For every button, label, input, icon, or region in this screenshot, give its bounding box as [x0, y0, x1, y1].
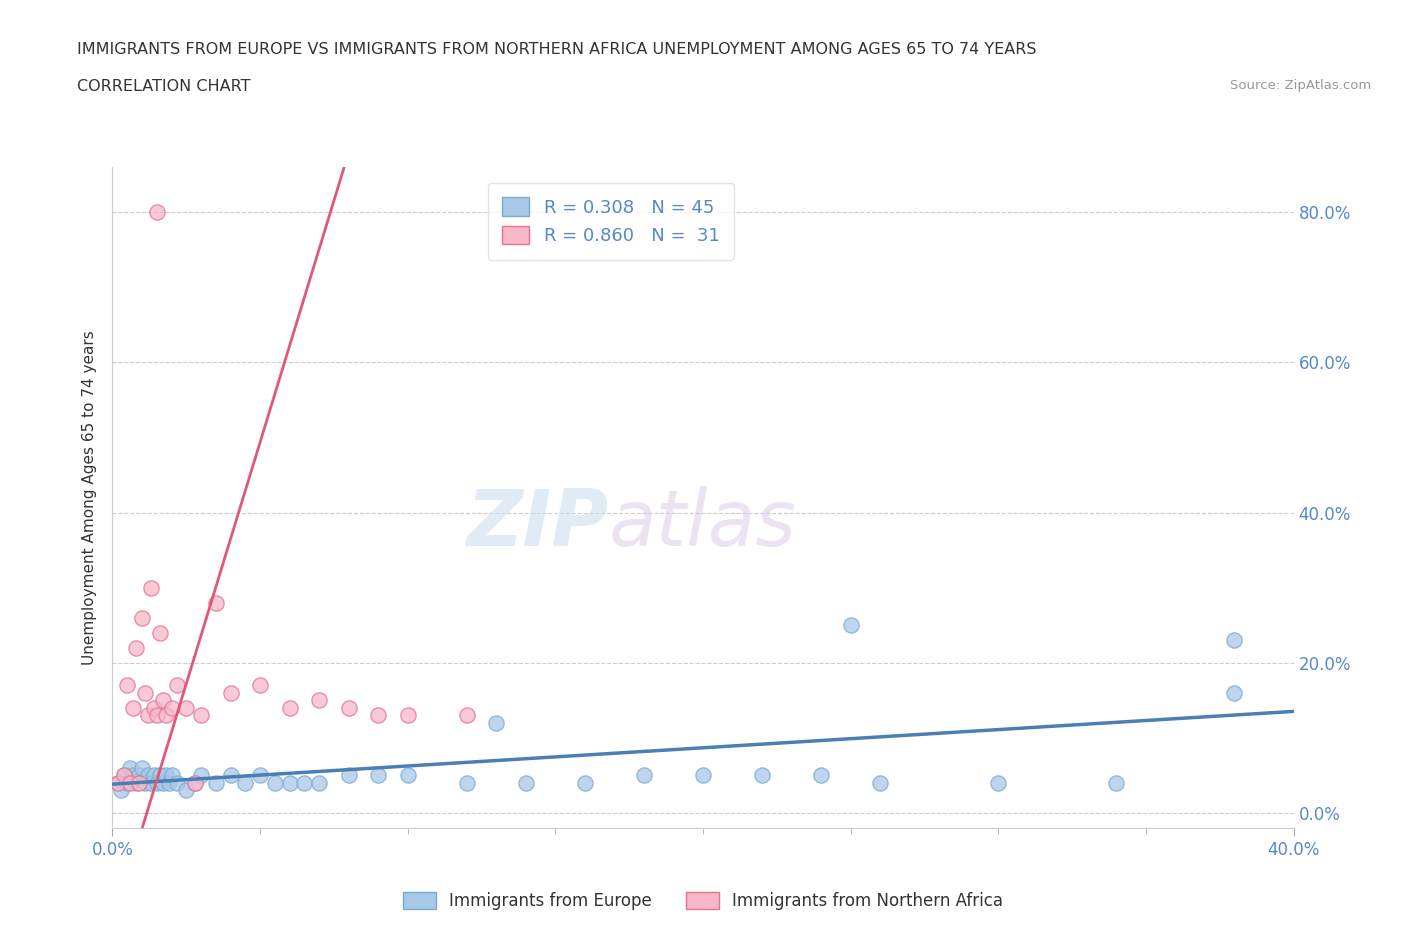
Point — [146, 776, 169, 790]
Point — [122, 700, 145, 715]
Point — [142, 768, 165, 783]
Point — [174, 783, 197, 798]
Point — [184, 776, 207, 790]
Point — [337, 768, 360, 783]
Point — [1105, 776, 1128, 790]
Point — [515, 776, 537, 790]
Point — [142, 700, 165, 715]
Point — [139, 580, 162, 595]
Point — [839, 618, 862, 632]
Point — [810, 768, 832, 783]
Point — [174, 700, 197, 715]
Point — [337, 700, 360, 715]
Point — [120, 776, 142, 790]
Point — [166, 776, 188, 790]
Point — [367, 708, 389, 723]
Point — [107, 776, 129, 790]
Point — [190, 708, 212, 723]
Point — [149, 625, 172, 640]
Point — [264, 776, 287, 790]
Point — [117, 776, 138, 790]
Point — [249, 678, 271, 693]
Text: ZIP: ZIP — [467, 486, 609, 562]
Legend: Immigrants from Europe, Immigrants from Northern Africa: Immigrants from Europe, Immigrants from … — [396, 885, 1010, 917]
Point — [136, 768, 159, 783]
Point — [149, 768, 172, 783]
Point — [122, 768, 145, 783]
Text: Source: ZipAtlas.com: Source: ZipAtlas.com — [1230, 79, 1371, 92]
Point — [125, 776, 148, 790]
Point — [152, 776, 174, 790]
Point — [131, 760, 153, 775]
Point — [160, 700, 183, 715]
Point — [456, 708, 478, 723]
Point — [134, 776, 156, 790]
Point — [117, 678, 138, 693]
Point — [396, 708, 419, 723]
Point — [219, 685, 242, 700]
Point — [278, 700, 301, 715]
Point — [160, 768, 183, 783]
Point — [110, 783, 132, 798]
Text: atlas: atlas — [609, 486, 796, 562]
Point — [155, 708, 177, 723]
Point — [574, 776, 596, 790]
Point — [751, 768, 773, 783]
Point — [152, 693, 174, 708]
Point — [1223, 685, 1246, 700]
Point — [146, 708, 169, 723]
Point — [1223, 632, 1246, 647]
Point — [308, 693, 330, 708]
Point — [219, 768, 242, 783]
Point — [205, 776, 228, 790]
Point — [456, 776, 478, 790]
Point — [184, 776, 207, 790]
Point — [485, 715, 508, 730]
Point — [249, 768, 271, 783]
Point — [205, 595, 228, 610]
Point — [233, 776, 256, 790]
Text: CORRELATION CHART: CORRELATION CHART — [77, 79, 250, 94]
Point — [120, 760, 142, 775]
Point — [155, 768, 177, 783]
Point — [125, 640, 148, 655]
Point — [139, 776, 162, 790]
Point — [166, 678, 188, 693]
Point — [112, 768, 135, 783]
Point — [128, 776, 150, 790]
Legend: R = 0.308   N = 45, R = 0.860   N =  31: R = 0.308 N = 45, R = 0.860 N = 31 — [488, 183, 734, 259]
Point — [112, 768, 135, 783]
Point — [157, 776, 180, 790]
Point — [987, 776, 1010, 790]
Text: IMMIGRANTS FROM EUROPE VS IMMIGRANTS FROM NORTHERN AFRICA UNEMPLOYMENT AMONG AGE: IMMIGRANTS FROM EUROPE VS IMMIGRANTS FRO… — [77, 42, 1036, 57]
Y-axis label: Unemployment Among Ages 65 to 74 years: Unemployment Among Ages 65 to 74 years — [82, 330, 97, 665]
Point — [107, 776, 129, 790]
Point — [146, 205, 169, 219]
Point — [869, 776, 891, 790]
Point — [396, 768, 419, 783]
Point — [308, 776, 330, 790]
Point — [190, 768, 212, 783]
Point — [278, 776, 301, 790]
Point — [131, 610, 153, 625]
Point — [292, 776, 315, 790]
Point — [633, 768, 655, 783]
Point — [128, 768, 150, 783]
Point — [134, 685, 156, 700]
Point — [692, 768, 714, 783]
Point — [136, 708, 159, 723]
Point — [367, 768, 389, 783]
